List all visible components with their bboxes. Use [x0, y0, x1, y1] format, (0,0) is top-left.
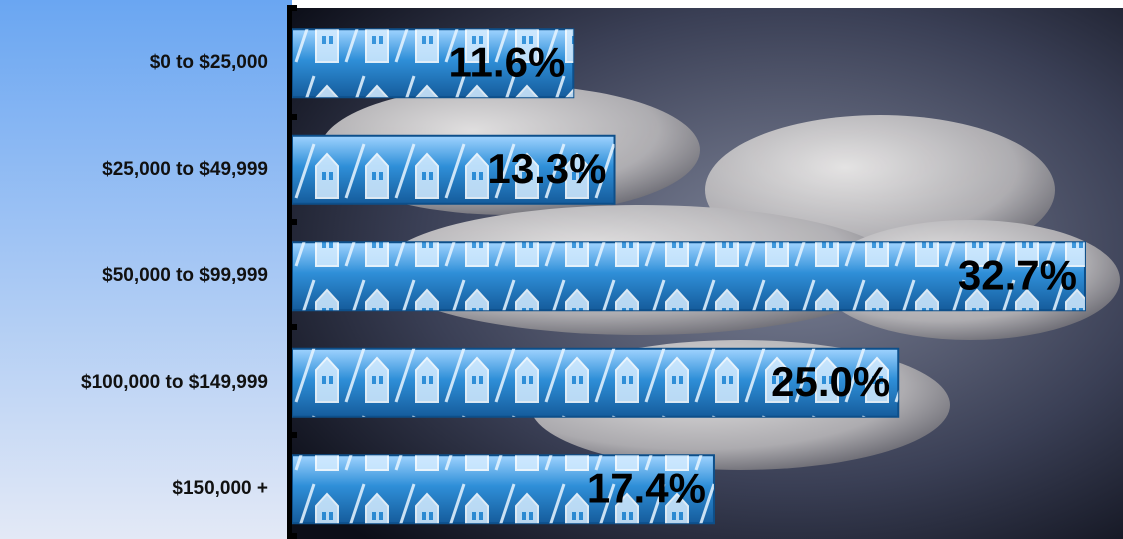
bar-pattern: [292, 29, 574, 98]
axis-tick: [287, 5, 297, 11]
bar-pattern: [292, 455, 714, 524]
side-panel: [0, 0, 292, 539]
category-label: $100,000 to $149,999: [81, 371, 268, 393]
bar-pattern: [292, 135, 615, 204]
axis-tick: [287, 219, 297, 225]
category-label: $0 to $25,000: [149, 52, 268, 74]
category-label: $50,000 to $99,999: [102, 265, 268, 287]
value-label: 25.0%: [771, 358, 890, 405]
bar-pattern: [292, 242, 1085, 311]
axis-tick: [287, 324, 297, 330]
axis-tick: [287, 114, 297, 120]
value-label: 32.7%: [958, 251, 1077, 298]
value-label: 17.4%: [587, 464, 706, 511]
value-label: 13.3%: [487, 145, 606, 192]
y-axis: [287, 8, 292, 539]
category-label: $25,000 to $49,999: [102, 158, 268, 180]
axis-tick: [287, 432, 297, 438]
axis-tick: [287, 533, 297, 539]
value-label: 11.6%: [449, 38, 566, 85]
bar-pattern: [292, 348, 899, 417]
category-label: $150,000 +: [172, 478, 268, 500]
